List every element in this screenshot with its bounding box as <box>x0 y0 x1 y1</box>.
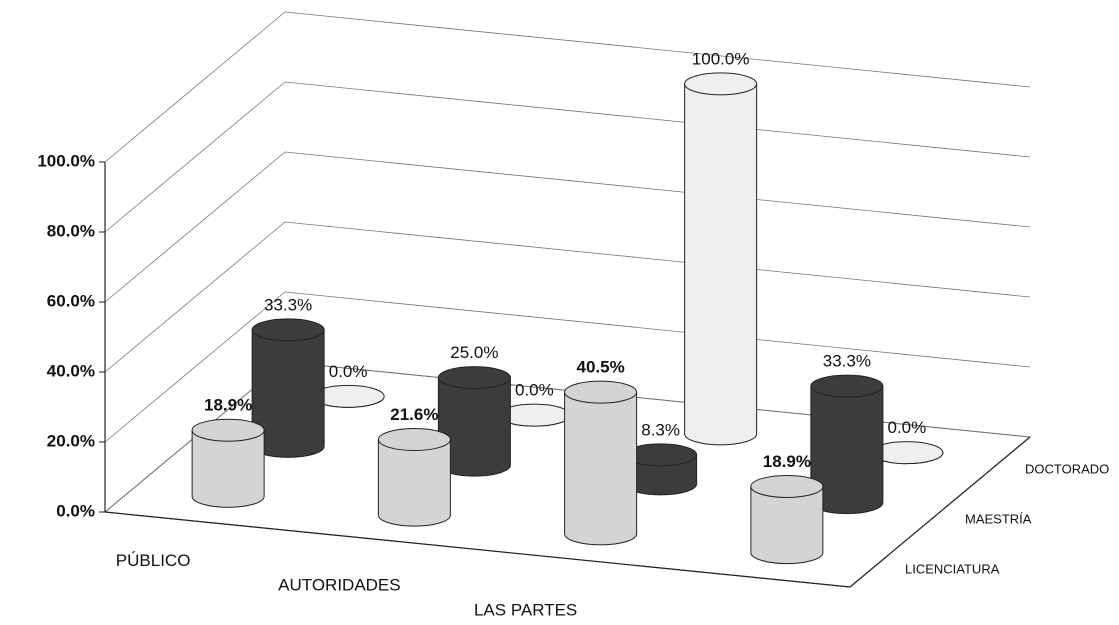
data-label: 40.5% <box>577 358 625 377</box>
cylinder-top <box>437 366 511 390</box>
grid-line <box>104 151 1031 303</box>
cylinder-top <box>684 72 758 96</box>
cylinder-body <box>377 439 451 527</box>
x-tick-label: PÚBLICO <box>116 551 191 570</box>
y-tick-label: 0.0% <box>56 501 95 520</box>
cylinder-top <box>750 474 824 498</box>
cylinder <box>624 443 698 496</box>
cylinder-top <box>191 418 265 442</box>
y-tick-label: 60.0% <box>47 291 95 310</box>
cylinder-body <box>750 485 824 565</box>
cylinder-top <box>810 374 884 398</box>
grid-line <box>104 291 1031 443</box>
grid-line <box>104 221 1031 373</box>
series-label: DOCTORADO <box>1025 461 1109 476</box>
depth-axis <box>849 436 1031 588</box>
data-label: 100.0% <box>692 49 750 68</box>
cylinder <box>870 441 944 465</box>
cylinder-top <box>251 318 325 342</box>
data-label: 0.0% <box>329 362 368 381</box>
data-label: 0.0% <box>888 418 927 437</box>
grid-line <box>104 81 1031 233</box>
data-label: 25.0% <box>450 343 498 362</box>
series-label: LICENCIATURA <box>905 561 1000 576</box>
data-label: 0.0% <box>515 381 554 400</box>
data-label: 18.9% <box>763 452 811 471</box>
x-tick-label: LAS PARTES <box>474 600 577 619</box>
y-tick-label: 100.0% <box>37 151 95 170</box>
data-label: 18.9% <box>204 396 252 415</box>
cylinder <box>191 418 265 508</box>
y-tick-label: 20.0% <box>47 431 95 450</box>
cylinder <box>251 318 325 458</box>
x-tick-label: AUTORIDADES <box>278 576 401 595</box>
cylinder-body <box>191 429 265 508</box>
cylinder-top <box>564 380 638 404</box>
cylinder-top <box>377 428 451 452</box>
grid-line <box>104 11 1031 163</box>
y-tick-label: 80.0% <box>47 221 95 240</box>
y-tick-label: 40.0% <box>47 361 95 380</box>
data-label: 33.3% <box>264 295 312 314</box>
cylinder <box>750 474 824 565</box>
data-label: 21.6% <box>390 405 438 424</box>
cylinder <box>684 72 758 446</box>
cylinder <box>377 428 451 527</box>
data-label: 8.3% <box>641 420 680 439</box>
cylinder <box>437 366 511 477</box>
series-label: MAESTRÍA <box>965 511 1032 526</box>
data-label: 33.3% <box>823 352 871 371</box>
cylinder-body <box>684 83 758 446</box>
cylinder <box>564 380 638 546</box>
x-axis <box>104 511 851 588</box>
cylinder <box>497 403 571 427</box>
cylinder-body <box>564 391 638 546</box>
